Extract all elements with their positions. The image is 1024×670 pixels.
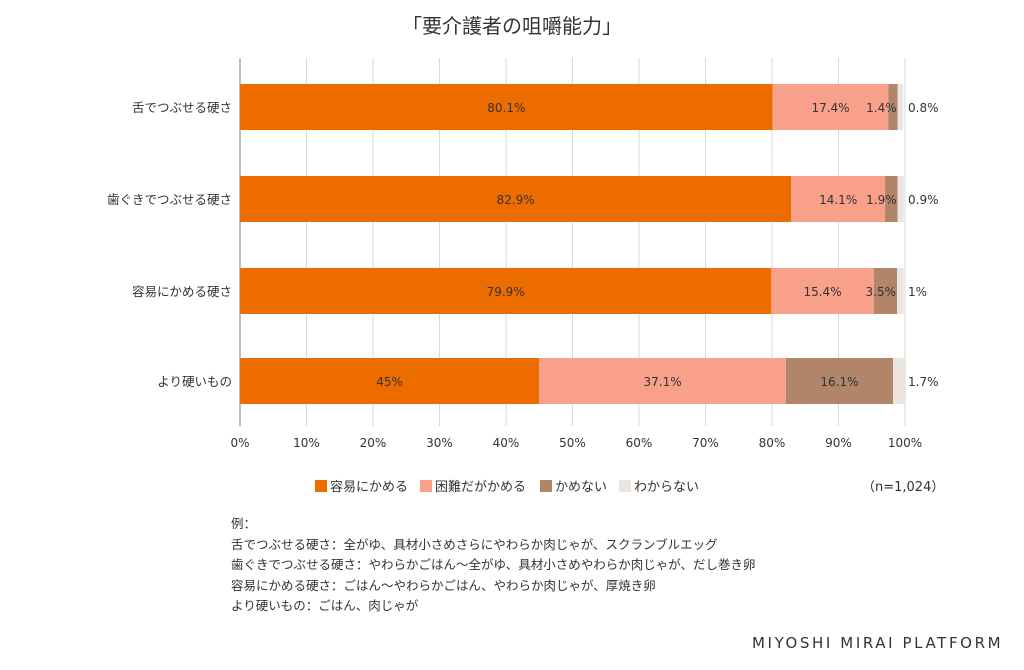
x-tick-label: 80% xyxy=(759,436,786,450)
bar-segment xyxy=(240,268,772,314)
examples-block: 例： 舌でつぶせる硬さ：全がゆ、具材小さめさらにやわらか肉じゃが、スクランブルエ… xyxy=(231,514,756,617)
y-category-label: 舌でつぶせる硬さ xyxy=(132,100,232,115)
bar-segment xyxy=(897,84,904,130)
example-line: 舌でつぶせる硬さ：全がゆ、具材小さめさらにやわらか肉じゃが、スクランブルエッグ xyxy=(231,536,718,552)
bar-segment xyxy=(240,84,773,130)
x-tick-label: 50% xyxy=(559,436,586,450)
bar-segment xyxy=(888,84,898,130)
bar-data-label: 80.1% xyxy=(487,101,525,115)
bar-segment xyxy=(240,358,540,404)
legend-item-cannot: かめない xyxy=(540,476,607,495)
bar-data-label: 14.1% xyxy=(819,193,857,207)
stacked-bar-chart: 0% 10% 20% 30% 40% 50% 60% 70% 80% 90% 100% 舌でつぶせる硬… xyxy=(107,58,939,450)
x-tick-label: 30% xyxy=(426,436,453,450)
bar-segment xyxy=(893,358,905,404)
legend-label-difficult: 困難だがかめる xyxy=(435,480,527,495)
x-tick-label: 100% xyxy=(888,436,922,450)
bar-segment xyxy=(772,84,889,130)
bar-data-label: 15.4% xyxy=(803,285,841,299)
sample-size-note: （n=1,024） xyxy=(862,480,945,495)
bar-segment xyxy=(897,268,904,314)
bar-segment xyxy=(771,268,874,314)
bar-segment xyxy=(539,358,786,404)
bar-segment xyxy=(240,176,792,222)
bar-data-label: 1.9% xyxy=(866,193,897,207)
x-tick-label: 60% xyxy=(626,436,653,450)
legend-swatch-cannot xyxy=(540,479,552,492)
x-tick-label: 10% xyxy=(293,436,320,450)
bar-data-label: 37.1% xyxy=(644,375,682,389)
legend-label-unknown: わからない xyxy=(634,480,700,495)
bar-data-label: 1.7% xyxy=(908,375,939,389)
bar-data-label: 0.8% xyxy=(908,101,939,115)
bar-data-label: 1.4% xyxy=(866,101,897,115)
y-category-label: 容易にかめる硬さ xyxy=(132,284,232,299)
brand-wordmark: MIYOSHI MIRAI PLATFORM xyxy=(752,634,1004,652)
x-tick-label: 0% xyxy=(230,436,249,450)
x-tick-label: 90% xyxy=(825,436,852,450)
bar-data-label: 82.9% xyxy=(497,193,535,207)
chart-legend: 容易にかめる 困難だがかめる かめない わからない xyxy=(0,476,1024,496)
bar-segment xyxy=(785,358,894,404)
bar-data-label: 16.1% xyxy=(820,375,858,389)
bar-segment xyxy=(897,176,904,222)
legend-swatch-difficult xyxy=(420,479,432,492)
x-tick-label: 40% xyxy=(493,436,520,450)
x-tick-label: 20% xyxy=(360,436,387,450)
bar-data-label: 0.9% xyxy=(908,193,939,207)
bar-data-label: 1% xyxy=(908,285,927,299)
bar-data-label: 79.9% xyxy=(487,285,525,299)
examples-heading: 例： xyxy=(231,516,257,531)
legend-label-easy: 容易にかめる xyxy=(330,480,409,495)
bar-segment xyxy=(791,176,886,222)
legend-item-easy: 容易にかめる xyxy=(315,476,408,495)
x-tick-label: 70% xyxy=(692,436,719,450)
legend-item-difficult: 困難だがかめる xyxy=(420,476,526,495)
legend-swatch-easy xyxy=(315,479,327,492)
example-line: 歯ぐきでつぶせる硬さ：やわらかごはん〜全がゆ、具材小さめやわらか肉じゃが、だし巻… xyxy=(231,557,756,572)
bar-segment xyxy=(885,176,898,222)
legend-item-unknown: わからない xyxy=(619,476,699,495)
bar-data-label: 17.4% xyxy=(811,101,849,115)
legend-swatch-unknown xyxy=(619,479,631,492)
bar-data-label: 3.5% xyxy=(866,285,897,299)
example-line: より硬いもの：ごはん、肉じゃが xyxy=(231,598,419,613)
chart-title: 「要介護者の咀嚼能力」 xyxy=(402,14,622,38)
bar-segment xyxy=(873,268,898,314)
bar-data-label: 45% xyxy=(376,375,403,389)
example-line: 容易にかめる硬さ：ごはん〜やわらかごはん、やわらか肉じゃが、厚焼き卵 xyxy=(231,577,656,593)
y-category-label: より硬いもの xyxy=(157,374,232,389)
y-category-label: 歯ぐきでつぶせる硬さ xyxy=(107,192,232,207)
legend-label-cannot: かめない xyxy=(555,480,608,495)
